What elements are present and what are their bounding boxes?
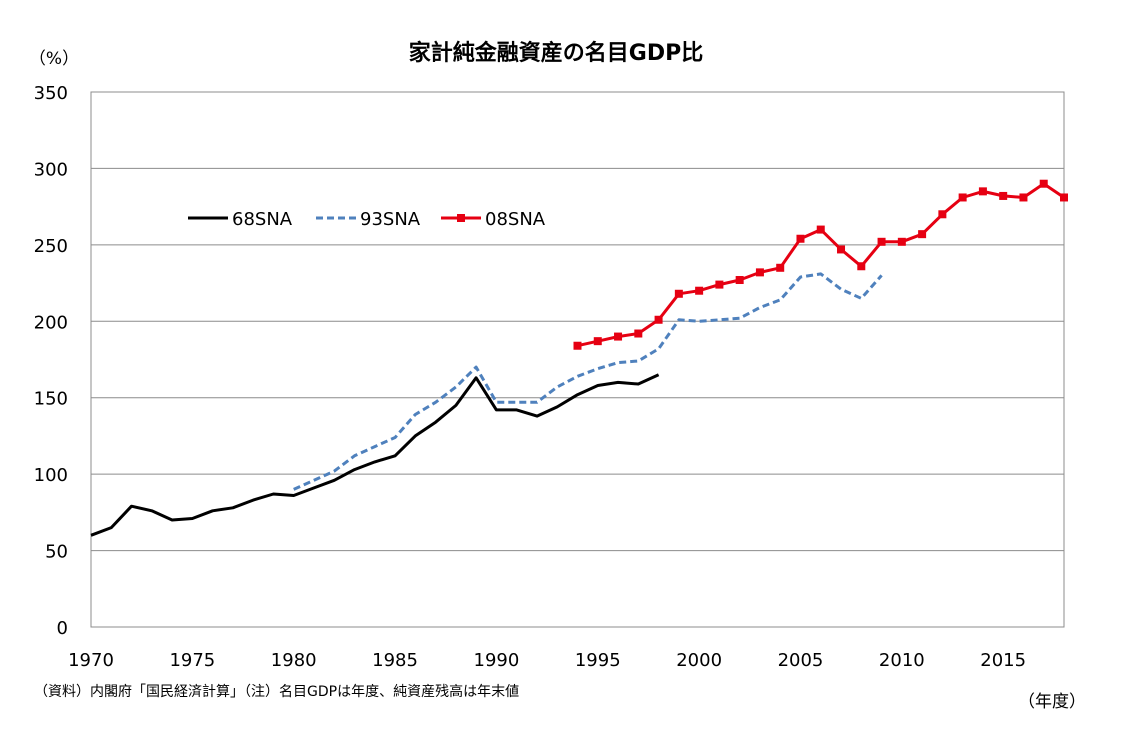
legend: 68SNA 93SNA 08SNA xyxy=(188,209,546,230)
y-axis-ticks: 0 50 100 150 200 250 300 350 xyxy=(34,83,68,639)
data-point-marker xyxy=(816,225,825,234)
data-point-marker xyxy=(978,187,987,196)
x-tick-label: 1990 xyxy=(474,650,520,671)
data-point-marker xyxy=(755,268,764,277)
x-tick-label: 1975 xyxy=(169,650,215,671)
data-point-marker xyxy=(634,329,643,338)
x-tick-label: 1980 xyxy=(271,650,317,671)
x-axis-ticks: 1970 1975 1980 1985 1990 1995 2000 2005 2010 2015 xyxy=(68,650,1026,671)
x-tick-label: 2000 xyxy=(676,650,722,671)
data-point-marker xyxy=(1039,179,1048,188)
x-axis-unit-label: （年度） xyxy=(1018,692,1086,712)
x-tick-label: 2015 xyxy=(980,650,1026,671)
x-tick-label: 1985 xyxy=(372,650,418,671)
data-point-marker xyxy=(715,280,724,289)
data-point-marker xyxy=(614,332,623,341)
data-point-marker xyxy=(1019,193,1028,202)
data-point-marker xyxy=(897,237,906,246)
y-axis-unit-label: （%） xyxy=(29,49,79,69)
x-tick-label: 2010 xyxy=(879,650,925,671)
y-tick-label: 250 xyxy=(34,236,68,257)
chart-title: 家計純金融資産の名目GDP比 xyxy=(409,40,703,66)
data-point-marker xyxy=(593,337,602,346)
data-point-marker xyxy=(1060,193,1068,202)
data-point-marker xyxy=(796,234,805,243)
y-tick-label: 150 xyxy=(34,389,68,410)
data-point-marker xyxy=(918,230,927,239)
data-point-marker xyxy=(654,315,663,324)
data-point-marker xyxy=(735,276,744,285)
source-note: （資料）内閣府「国民経済計算」（注）名目GDPは年度、純資産残高は年末値 xyxy=(34,683,519,700)
legend-label-93SNA: 93SNA xyxy=(360,209,421,230)
gridlines xyxy=(91,167,1064,552)
y-tick-label: 350 xyxy=(34,83,68,104)
legend-marker-08SNA xyxy=(457,214,465,222)
data-point-marker xyxy=(999,191,1008,200)
y-tick-label: 100 xyxy=(34,465,68,486)
y-tick-label: 300 xyxy=(34,159,68,180)
data-point-marker xyxy=(837,245,846,254)
plot-area-border xyxy=(90,91,1065,628)
x-tick-label: 1970 xyxy=(68,650,114,671)
data-point-marker xyxy=(674,289,683,298)
x-tick-label: 1995 xyxy=(575,650,621,671)
x-tick-label: 2005 xyxy=(778,650,824,671)
data-point-marker xyxy=(857,262,866,271)
data-point-marker xyxy=(958,193,967,202)
data-point-marker xyxy=(938,210,947,219)
series-line-93SNA xyxy=(293,272,883,491)
data-point-marker xyxy=(695,286,704,295)
series-line-68SNA xyxy=(90,373,660,537)
y-tick-label: 200 xyxy=(34,312,68,333)
y-tick-label: 0 xyxy=(57,618,68,639)
legend-label-68SNA: 68SNA xyxy=(232,209,293,230)
data-point-marker xyxy=(877,237,886,246)
data-point-marker xyxy=(573,341,582,350)
legend-label-08SNA: 08SNA xyxy=(485,209,546,230)
y-tick-label: 50 xyxy=(45,542,68,563)
series xyxy=(90,179,1068,537)
data-point-marker xyxy=(776,263,785,272)
